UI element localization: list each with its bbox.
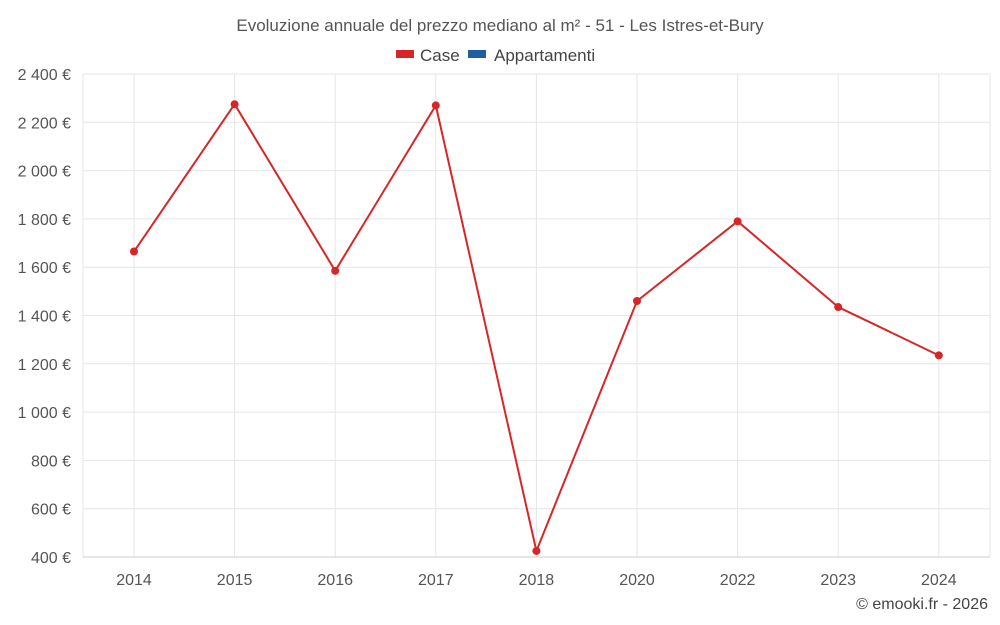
x-tick-label: 2024 — [921, 572, 957, 589]
y-tick-label: 1 600 € — [18, 260, 71, 277]
data-point-case-2015[interactable] — [230, 100, 239, 109]
legend-label-case: Case — [420, 46, 460, 65]
data-point-case-2018[interactable] — [532, 546, 541, 555]
x-tick-label: 2017 — [418, 572, 454, 589]
y-tick-labels: 400 € 600 € 800 € 1 000 € 1 200 € 1 400 € 1 60… — [18, 67, 71, 567]
legend-swatch-case — [396, 50, 414, 58]
x-tick-label: 2016 — [317, 572, 353, 589]
x-tick-label: 2018 — [519, 572, 555, 589]
series-case — [130, 100, 943, 555]
data-point-case-2023[interactable] — [834, 303, 843, 312]
x-tick-label: 2020 — [619, 572, 655, 589]
y-tick-label: 1 200 € — [18, 357, 71, 374]
data-point-case-2024[interactable] — [934, 351, 943, 360]
y-tick-label: 1 000 € — [18, 405, 71, 422]
x-tick-label: 2023 — [820, 572, 856, 589]
y-tick-label: 600 € — [31, 502, 71, 519]
legend-swatch-appartamenti — [468, 50, 486, 58]
y-tick-label: 1 800 € — [18, 212, 71, 229]
x-tick-label: 2014 — [116, 572, 152, 589]
y-tick-label: 2 200 € — [18, 115, 71, 132]
chart-title: Evoluzione annuale del prezzo mediano al… — [236, 16, 764, 35]
legend-item-appartamenti[interactable]: Appartamenti — [468, 46, 595, 65]
x-tick-label: 2022 — [720, 572, 756, 589]
legend-label-appartamenti: Appartamenti — [494, 46, 595, 65]
credit-text: © emooki.fr - 2026 — [856, 596, 988, 613]
legend: Case Appartamenti — [396, 46, 595, 65]
y-tick-label: 400 € — [31, 550, 71, 567]
x-tick-label: 2015 — [217, 572, 253, 589]
y-tick-label: 1 400 € — [18, 309, 71, 326]
grid-lines — [82, 73, 991, 558]
x-tick-labels: 2014 2015 2016 2017 2018 2020 2022 2023 2024 — [116, 572, 956, 589]
data-point-case-2020[interactable] — [633, 297, 641, 306]
y-tick-label: 2 400 € — [18, 67, 71, 84]
data-point-case-2016[interactable] — [331, 266, 340, 275]
y-tick-label: 800 € — [31, 453, 71, 470]
data-point-case-2014[interactable] — [130, 247, 138, 256]
data-point-case-2022[interactable] — [733, 217, 742, 226]
data-point-case-2017[interactable] — [431, 101, 440, 110]
y-tick-label: 2 000 € — [18, 164, 71, 181]
legend-item-case[interactable]: Case — [396, 46, 460, 65]
